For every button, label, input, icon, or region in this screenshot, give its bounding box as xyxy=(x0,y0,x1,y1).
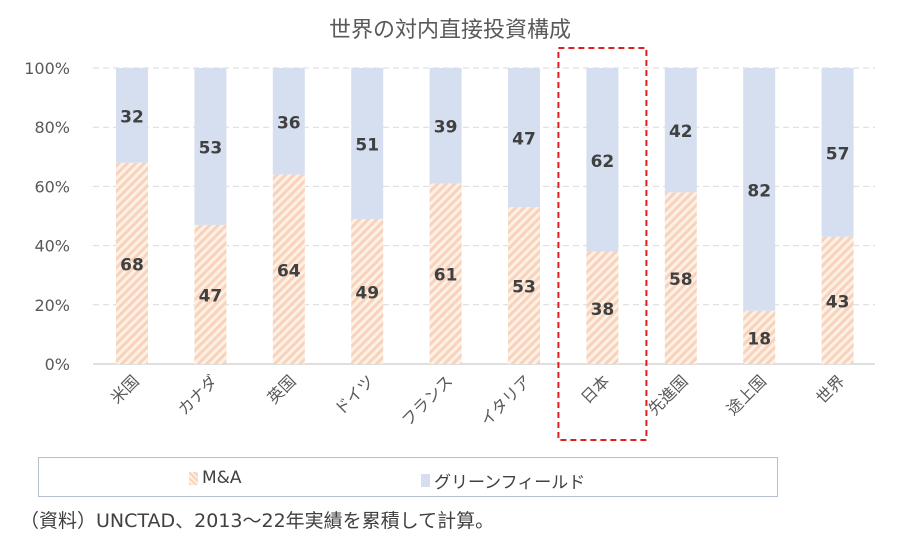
x-tick-label: 先進国 xyxy=(644,371,691,418)
chart-title: 世界の対内直接投資構成 xyxy=(328,18,571,43)
data-label: 51 xyxy=(355,135,379,155)
x-tick-label: イタリア xyxy=(477,371,535,429)
source-note: （資料）UNCTAD、2013〜22年実績を累積して計算。 xyxy=(20,510,495,532)
data-label: 36 xyxy=(277,113,301,133)
bar-greenfield xyxy=(586,68,619,252)
legend: M&A グリーンフィールド xyxy=(38,457,778,497)
data-label: 58 xyxy=(669,270,693,290)
bar-ma xyxy=(586,251,619,364)
data-label: 38 xyxy=(591,300,615,320)
bar-ma xyxy=(743,310,776,364)
legend-item-greenfield: グリーンフィールド xyxy=(421,468,585,493)
data-label: 39 xyxy=(434,118,458,138)
bar-greenfield xyxy=(272,68,305,175)
bar-greenfield xyxy=(429,68,462,184)
ma-swatch-icon xyxy=(189,471,198,485)
bar-greenfield xyxy=(351,68,384,219)
x-tick-label: ドイツ xyxy=(331,371,378,418)
bar-greenfield xyxy=(664,68,697,193)
y-tick-label: 0% xyxy=(45,355,70,374)
bar-ma xyxy=(821,236,854,364)
y-tick-label: 60% xyxy=(34,177,70,196)
data-label: 42 xyxy=(669,122,693,142)
x-tick-label: カナダ xyxy=(174,371,221,418)
bar-greenfield xyxy=(821,68,854,237)
data-label: 47 xyxy=(512,130,536,150)
data-label: 61 xyxy=(434,266,458,286)
bar-ma xyxy=(508,207,540,364)
legend-item-ma: M&A xyxy=(189,468,242,488)
x-tick-label: 日本 xyxy=(577,371,613,407)
x-tick-label: 英国 xyxy=(264,371,300,407)
data-label: 82 xyxy=(747,181,771,201)
x-tick-label: 途上国 xyxy=(723,371,770,418)
data-label: 64 xyxy=(277,261,301,281)
x-tick-label: 米国 xyxy=(107,371,143,407)
y-tick-label: 20% xyxy=(34,296,70,315)
bar-greenfield xyxy=(116,68,148,163)
data-label: 49 xyxy=(355,283,379,303)
bar-ma xyxy=(351,218,384,364)
x-tick-label: フランス xyxy=(398,371,456,429)
bar-ma xyxy=(116,162,148,364)
bar-greenfield xyxy=(508,68,540,208)
y-tick-label: 100% xyxy=(24,59,70,78)
data-label: 53 xyxy=(199,138,223,158)
legend-label: グリーンフィールド xyxy=(434,473,586,493)
data-label: 18 xyxy=(747,329,771,349)
bar-ma xyxy=(429,183,462,364)
data-label: 57 xyxy=(826,144,850,164)
y-tick-label: 80% xyxy=(34,118,70,137)
bar-ma xyxy=(664,192,697,364)
data-label: 53 xyxy=(512,278,536,298)
bar-ma xyxy=(272,174,305,364)
x-tick-label: 世界 xyxy=(812,371,848,407)
y-tick-label: 40% xyxy=(34,237,70,256)
bar-ma xyxy=(194,224,227,364)
bar-greenfield xyxy=(194,68,227,225)
greenfield-swatch-icon xyxy=(421,474,430,487)
bar-greenfield xyxy=(743,68,776,311)
data-label: 47 xyxy=(199,286,223,306)
data-label: 68 xyxy=(120,255,144,275)
data-label: 32 xyxy=(120,107,144,127)
data-label: 62 xyxy=(591,152,615,172)
legend-label: M&A xyxy=(202,468,242,488)
data-label: 43 xyxy=(826,292,850,312)
highlight-box xyxy=(557,47,648,441)
